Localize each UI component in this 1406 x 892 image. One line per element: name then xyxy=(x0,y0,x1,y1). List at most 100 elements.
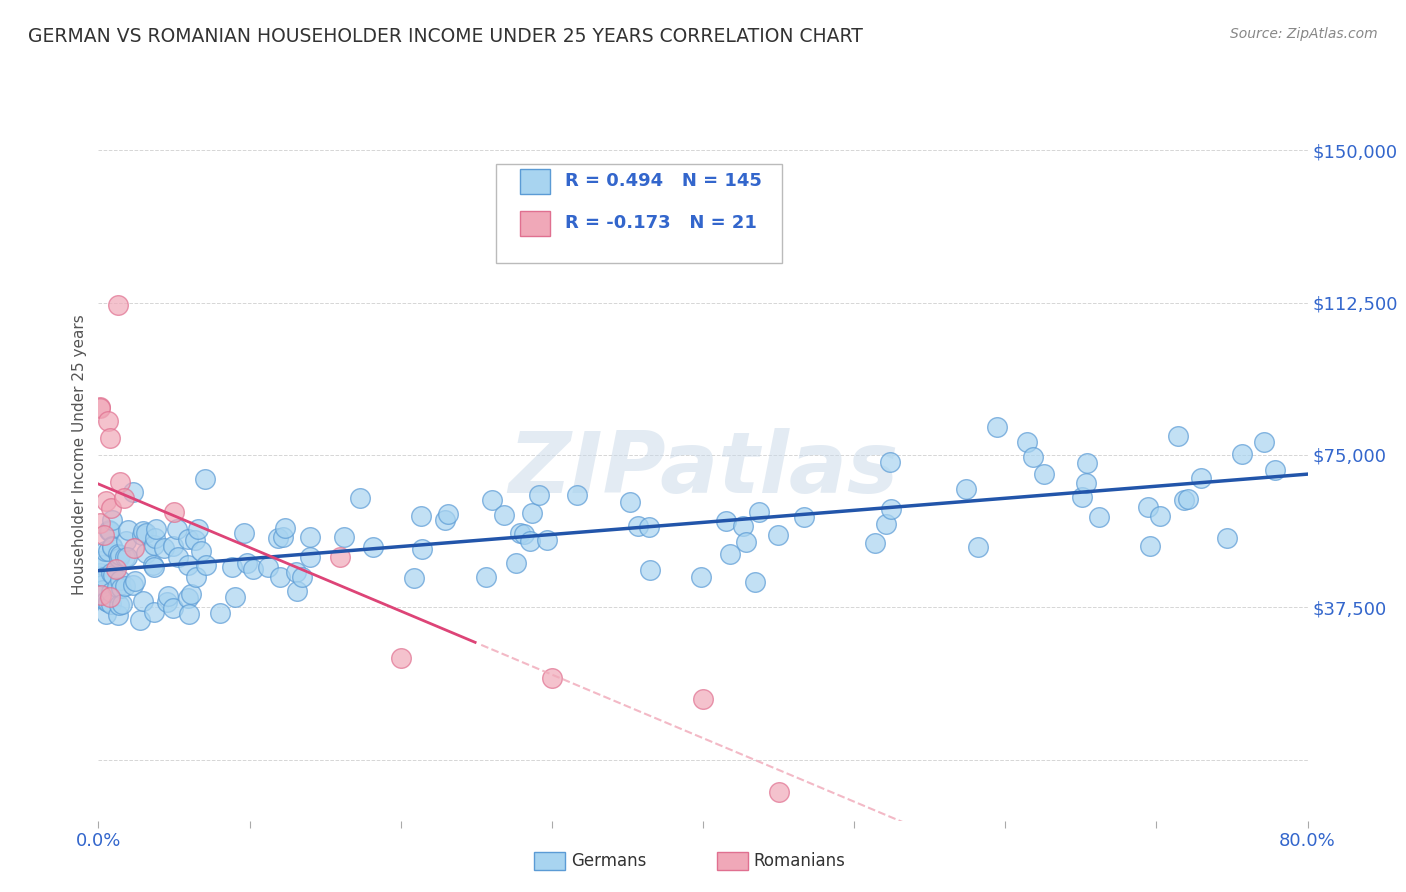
Point xyxy=(195,558,218,572)
Point xyxy=(863,536,886,550)
Point xyxy=(1139,539,1161,553)
Point xyxy=(100,539,122,553)
Point xyxy=(793,510,815,524)
Text: R = -0.173   N = 21: R = -0.173 N = 21 xyxy=(565,214,756,232)
Point xyxy=(1167,429,1189,443)
Point xyxy=(333,529,356,543)
Point xyxy=(143,605,166,619)
Point xyxy=(112,491,135,506)
Point xyxy=(96,544,118,558)
Point xyxy=(768,528,790,542)
Point xyxy=(94,607,117,621)
Point xyxy=(107,297,129,311)
Point xyxy=(186,570,208,584)
Point xyxy=(1015,435,1038,450)
Text: GERMAN VS ROMANIAN HOUSEHOLDER INCOME UNDER 25 YEARS CORRELATION CHART: GERMAN VS ROMANIAN HOUSEHOLDER INCOME UN… xyxy=(28,27,863,45)
Point xyxy=(411,542,433,557)
Point xyxy=(1189,470,1212,484)
Point xyxy=(619,495,641,509)
Point xyxy=(114,579,136,593)
Point xyxy=(291,570,314,584)
Point xyxy=(142,538,165,552)
Point xyxy=(718,547,741,561)
Point xyxy=(167,549,190,564)
Point xyxy=(142,559,165,574)
Point xyxy=(298,530,321,544)
Point xyxy=(135,546,157,560)
Point xyxy=(132,594,155,608)
Point xyxy=(91,578,114,592)
Point xyxy=(509,525,531,540)
Point xyxy=(177,591,200,605)
Point xyxy=(89,566,111,581)
Text: Germans: Germans xyxy=(571,852,647,870)
Point xyxy=(879,455,901,469)
Point xyxy=(285,583,308,598)
Point xyxy=(257,560,280,574)
Point xyxy=(748,505,770,519)
Point xyxy=(90,591,112,605)
Point xyxy=(100,585,122,599)
Point xyxy=(236,557,259,571)
Text: Romanians: Romanians xyxy=(754,852,845,870)
Point xyxy=(115,533,138,548)
Point xyxy=(1264,463,1286,477)
Point xyxy=(145,522,167,536)
Point xyxy=(349,491,371,506)
Point xyxy=(90,554,112,568)
Point xyxy=(271,530,294,544)
Point xyxy=(110,475,132,489)
Point xyxy=(110,574,132,588)
Point xyxy=(98,524,121,538)
Point xyxy=(880,501,903,516)
Point xyxy=(1087,509,1109,524)
Point xyxy=(434,514,457,528)
Point xyxy=(105,580,128,594)
Point xyxy=(111,597,134,611)
Point xyxy=(177,558,200,572)
Point xyxy=(124,574,146,588)
Point xyxy=(162,600,184,615)
Point xyxy=(110,581,132,595)
Text: R = 0.494   N = 145: R = 0.494 N = 145 xyxy=(565,172,762,190)
Point xyxy=(121,484,143,499)
Point xyxy=(97,524,120,538)
Point xyxy=(96,493,118,508)
Point xyxy=(299,549,322,564)
Point xyxy=(101,513,124,527)
Point xyxy=(329,550,352,565)
Point xyxy=(505,556,527,570)
Point xyxy=(100,501,122,516)
Point xyxy=(967,540,990,554)
Text: Source: ZipAtlas.com: Source: ZipAtlas.com xyxy=(1230,27,1378,41)
Point xyxy=(1177,492,1199,507)
Point xyxy=(221,560,243,574)
Point xyxy=(107,607,129,622)
Point xyxy=(115,550,138,565)
Point xyxy=(522,507,544,521)
Y-axis label: Householder Income Under 25 years: Householder Income Under 25 years xyxy=(72,315,87,595)
Point xyxy=(132,524,155,538)
Point xyxy=(242,562,264,576)
Point xyxy=(135,526,157,541)
Point xyxy=(108,550,131,565)
Point xyxy=(274,521,297,535)
Point xyxy=(89,583,111,598)
Point xyxy=(91,588,114,602)
Point xyxy=(1173,493,1195,508)
Point xyxy=(153,541,176,555)
Point xyxy=(692,691,714,706)
Point xyxy=(97,595,120,609)
Point xyxy=(131,527,153,541)
Point xyxy=(361,540,384,554)
Point xyxy=(536,533,558,548)
Point xyxy=(100,598,122,612)
Point xyxy=(108,598,131,612)
Point xyxy=(163,505,186,519)
Point xyxy=(122,541,145,555)
Point xyxy=(162,539,184,553)
Point xyxy=(768,785,790,799)
Point xyxy=(101,541,124,555)
Point xyxy=(1149,509,1171,524)
Point xyxy=(194,472,217,486)
